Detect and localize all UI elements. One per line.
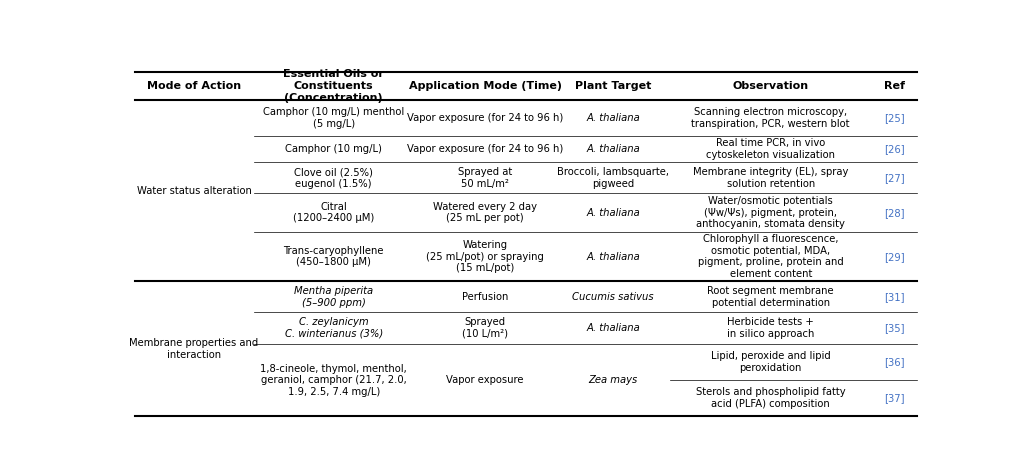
Text: Vapor exposure (for 24 to 96 h): Vapor exposure (for 24 to 96 h) (407, 144, 563, 154)
Text: [31]: [31] (884, 292, 905, 302)
Text: 1,8-cineole, thymol, menthol,
geraniol, camphor (21.7, 2.0,
1.9, 2.5, 7.4 mg/L): 1,8-cineole, thymol, menthol, geraniol, … (261, 364, 407, 397)
Text: Citral
(1200–2400 μM): Citral (1200–2400 μM) (293, 202, 374, 224)
Text: Zea mays: Zea mays (589, 375, 638, 385)
Text: Vapor exposure: Vapor exposure (446, 375, 524, 385)
Text: Root segment membrane
potential determination: Root segment membrane potential determin… (707, 286, 834, 307)
Text: Perfusion: Perfusion (462, 292, 508, 302)
Text: Sterols and phospholipid fatty
acid (PLFA) composition: Sterols and phospholipid fatty acid (PLF… (696, 387, 845, 409)
Text: Watering
(25 mL/pot) or spraying
(15 mL/pot): Watering (25 mL/pot) or spraying (15 mL/… (426, 240, 544, 273)
Text: Cucumis sativus: Cucumis sativus (573, 292, 654, 302)
Text: Mentha piperita
(5–900 ppm): Mentha piperita (5–900 ppm) (294, 286, 373, 307)
Text: Water/osmotic potentials
(Ψw/Ψs), pigment, protein,
anthocyanin, stomata density: Water/osmotic potentials (Ψw/Ψs), pigmen… (697, 196, 845, 229)
Text: [25]: [25] (884, 113, 905, 123)
Text: Application Mode (Time): Application Mode (Time) (408, 81, 561, 91)
Text: Ref: Ref (883, 81, 905, 91)
Text: Essential Oils or
Constituents
(Concentration): Essential Oils or Constituents (Concentr… (283, 69, 384, 102)
Text: Sprayed at
50 mL/m²: Sprayed at 50 mL/m² (458, 167, 512, 188)
Text: [37]: [37] (884, 393, 905, 403)
Text: Observation: Observation (733, 81, 808, 91)
Text: Broccoli, lambsquarte,
pigweed: Broccoli, lambsquarte, pigweed (557, 167, 669, 188)
Text: Lipid, peroxide and lipid
peroxidation: Lipid, peroxide and lipid peroxidation (711, 351, 831, 373)
Text: [36]: [36] (884, 357, 905, 367)
Text: [26]: [26] (884, 144, 905, 154)
Text: [35]: [35] (884, 323, 905, 333)
Text: [29]: [29] (884, 252, 905, 262)
Text: Vapor exposure (for 24 to 96 h): Vapor exposure (for 24 to 96 h) (407, 113, 563, 123)
Text: Water status alteration: Water status alteration (136, 186, 251, 196)
Text: Sprayed
(10 L/m²): Sprayed (10 L/m²) (462, 317, 508, 339)
Text: Camphor (10 mg/L) menthol
(5 mg/L): Camphor (10 mg/L) menthol (5 mg/L) (263, 107, 404, 129)
Text: A. thaliana: A. thaliana (586, 113, 640, 123)
Text: A. thaliana: A. thaliana (586, 323, 640, 333)
Text: A. thaliana: A. thaliana (586, 144, 640, 154)
Text: A. thaliana: A. thaliana (586, 252, 640, 262)
Text: Chlorophyll a fluorescence,
osmotic potential, MDA,
pigment, proline, protein an: Chlorophyll a fluorescence, osmotic pote… (698, 234, 843, 279)
Text: Herbicide tests +
in silico approach: Herbicide tests + in silico approach (727, 317, 815, 339)
Text: [28]: [28] (884, 208, 905, 218)
Text: Clove oil (2.5%)
eugenol (1.5%): Clove oil (2.5%) eugenol (1.5%) (294, 167, 373, 188)
Text: [27]: [27] (884, 173, 905, 183)
Text: Mode of Action: Mode of Action (147, 81, 241, 91)
Text: Real time PCR, in vivo
cytoskeleton visualization: Real time PCR, in vivo cytoskeleton visu… (706, 138, 835, 160)
Text: Membrane integrity (EL), spray
solution retention: Membrane integrity (EL), spray solution … (693, 167, 849, 188)
Text: Scanning electron microscopy,
transpiration, PCR, western blot: Scanning electron microscopy, transpirat… (692, 107, 850, 129)
Text: C. zeylanicym
C. winterianus (3%): C. zeylanicym C. winterianus (3%) (284, 317, 383, 339)
Text: Membrane properties and
interaction: Membrane properties and interaction (129, 338, 259, 359)
Text: A. thaliana: A. thaliana (586, 208, 640, 218)
Text: Camphor (10 mg/L): Camphor (10 mg/L) (285, 144, 382, 154)
Text: Watered every 2 day
(25 mL per pot): Watered every 2 day (25 mL per pot) (433, 202, 538, 224)
Text: Plant Target: Plant Target (575, 81, 652, 91)
Text: Trans-caryophyllene
(450–1800 μM): Trans-caryophyllene (450–1800 μM) (283, 246, 384, 268)
